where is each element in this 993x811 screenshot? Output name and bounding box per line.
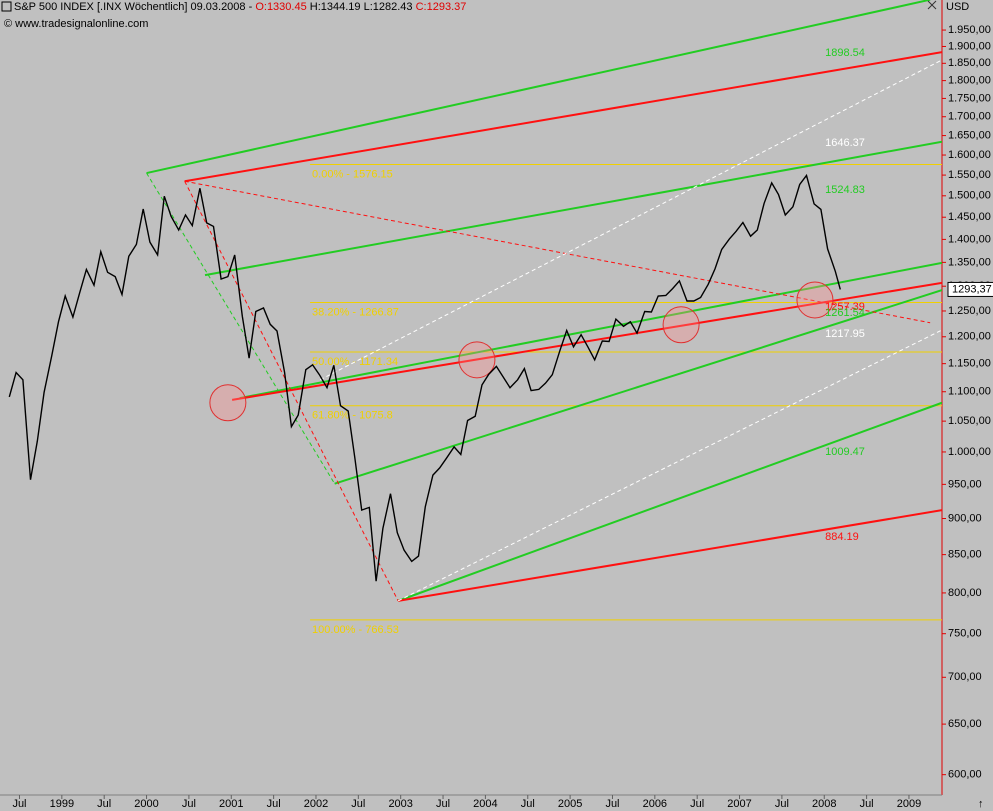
x-tick-label: 2001 [219, 798, 243, 810]
y-tick-label: 800,00 [948, 587, 982, 599]
x-tick-label: Jul [97, 798, 111, 810]
x-tick-label: Jul [351, 798, 365, 810]
copyright: © www.tradesignalonline.com [4, 18, 148, 30]
y-tick-label: 1.400,00 [948, 233, 991, 245]
highlight-circle [458, 341, 496, 379]
y-tick-label: 850,00 [948, 549, 982, 561]
trend-line [184, 180, 931, 324]
x-tick-label: Jul [605, 798, 619, 810]
price-line [8, 173, 841, 582]
trend-line [334, 289, 942, 485]
y-tick-label: 650,00 [948, 718, 982, 730]
y-tick-label: 1.650,00 [948, 129, 991, 141]
level-label: 1009.47 [825, 446, 865, 458]
fib-label: 61.80% - 1075.8 [312, 410, 393, 422]
ohlc-open: O:1330.45 [255, 1, 306, 13]
level-label: 1257.39 [825, 301, 865, 313]
y-tick-label: 1.750,00 [948, 92, 991, 104]
level-label: 1524.83 [825, 184, 865, 196]
y-tick-label: 1.350,00 [948, 256, 991, 268]
level-label: 884.19 [825, 531, 859, 543]
ohlc-high: H:1344.19 [310, 1, 361, 13]
trend-line [397, 329, 942, 602]
x-tick-label: 2005 [558, 798, 582, 810]
chart-title: S&P 500 INDEX [.INX Wöchentlich] 09.03.2… [14, 1, 253, 13]
y-tick-label: 1.600,00 [948, 149, 991, 161]
trend-line [184, 181, 399, 602]
y-tick-label: 750,00 [948, 628, 982, 640]
y-tick-label: 900,00 [948, 512, 982, 524]
y-tick-label: 1.800,00 [948, 75, 991, 87]
y-unit: USD [946, 1, 969, 13]
close-button[interactable] [927, 0, 937, 10]
trend-line [204, 140, 942, 277]
plot-area: 0.00% - 1576.15 38.20% - 1266.87 50.00% - … [8, 0, 942, 636]
y-tick-label: 950,00 [948, 478, 982, 490]
x-tick-label: 1999 [50, 798, 74, 810]
y-tick-label: 1.550,00 [948, 169, 991, 181]
ohlc-low: L:1282.43 [364, 1, 413, 13]
fib-label: 50.00% - 1171.34 [312, 356, 398, 368]
x-tick-label: 2000 [134, 798, 158, 810]
y-tick-label: 1.250,00 [948, 305, 991, 317]
y-tick-label: 600,00 [948, 769, 982, 781]
highlight-circle [662, 306, 700, 344]
highlight-circle [796, 281, 834, 319]
level-label: 1646.37 [825, 137, 865, 149]
last-price-box [947, 281, 993, 297]
y-tick-label: 1.150,00 [948, 358, 991, 370]
y-tick-label: 1.900,00 [948, 40, 991, 52]
fib-label: 38.20% - 1266.87 [312, 306, 399, 318]
x-tick-label: Jul [860, 798, 874, 810]
trend-line [319, 59, 942, 381]
x-tick-label: Jul [182, 798, 196, 810]
window-icon[interactable] [1, 1, 12, 12]
x-tick-label: Jul [690, 798, 704, 810]
x-tick-label: Jul [436, 798, 450, 810]
highlight-circle [209, 384, 247, 422]
x-tick-label: Jul [267, 798, 281, 810]
y-tick-label: 1.700,00 [948, 111, 991, 123]
ohlc-close: C:1293.37 [416, 1, 467, 13]
trend-line [397, 401, 942, 602]
fib-label: 0.00% - 1576.15 [312, 168, 393, 180]
x-tick-label: Jul [521, 798, 535, 810]
level-label: 1898.54 [825, 47, 865, 59]
y-tick-label: 1.200,00 [948, 331, 991, 343]
last-price-label: 1293,37 [952, 283, 992, 295]
x-tick-label: 2007 [727, 798, 751, 810]
x-tick-label: 2002 [304, 798, 328, 810]
x-tick-label: Jul [775, 798, 789, 810]
x-tick-label: Jul [12, 798, 26, 810]
x-tick-label: 2006 [643, 798, 667, 810]
y-tick-label: 1.850,00 [948, 57, 991, 69]
chart-header: S&P 500 INDEX [.INX Wöchentlich] 09.03.2… [14, 1, 466, 13]
level-label: 1217.95 [825, 328, 865, 340]
y-tick-label: 700,00 [948, 671, 982, 683]
x-tick-label: 2003 [388, 798, 412, 810]
trend-line [184, 51, 942, 183]
trend-line [146, 0, 931, 175]
y-tick-label: 1.100,00 [948, 386, 991, 398]
y-tick-label: 1.450,00 [948, 211, 991, 223]
y-tick-label: 1.950,00 [948, 24, 991, 36]
fib-label: 100.00% - 766.53 [312, 624, 399, 636]
y-tick-label: 1.500,00 [948, 190, 991, 202]
level-label: 1261.54 [825, 307, 865, 319]
x-tick-label: 2008 [812, 798, 836, 810]
trend-line [397, 509, 942, 602]
x-tick-label: 2004 [473, 798, 497, 810]
y-tick-label: 1.050,00 [948, 415, 991, 427]
scroll-arrow[interactable]: ↑ [978, 798, 984, 810]
trend-line [146, 172, 336, 484]
x-tick-label: 2009 [897, 798, 921, 810]
y-tick-label: 1.000,00 [948, 446, 991, 458]
trend-line [231, 281, 942, 401]
